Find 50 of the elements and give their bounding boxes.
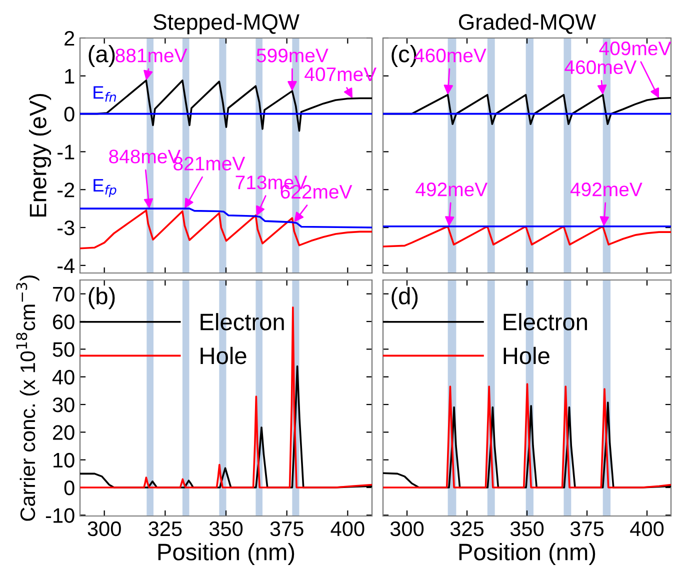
annotation: 407meV <box>304 67 376 82</box>
legend-label: Electron <box>504 313 587 330</box>
legend-label: Hole <box>504 346 550 364</box>
legend-label: Electron <box>200 313 284 330</box>
legend-label: Hole <box>200 346 246 364</box>
annotation: (a) <box>88 45 115 68</box>
annotation: 881meV <box>116 48 188 62</box>
annotation: 460meV <box>414 48 486 62</box>
x-tick-label: 350 <box>510 521 544 536</box>
x-tick-label: 400 <box>630 521 664 536</box>
x-tick-label: 400 <box>330 521 364 536</box>
y-tick-label: 10 <box>54 452 74 468</box>
y-tick-label: -4 <box>58 258 75 273</box>
x-axis-title: Position (nm) <box>158 543 294 566</box>
y-tick-label: 30 <box>52 398 74 412</box>
annotation: 460meV <box>564 60 637 74</box>
annotation: 599meV <box>256 48 328 62</box>
y-tick-label: 0 <box>64 106 74 122</box>
y-tick-label: 0 <box>64 480 74 496</box>
y-tick-label: 60 <box>53 314 74 330</box>
x-tick-label: 375 <box>570 521 604 536</box>
y-tick-label: 40 <box>52 370 74 385</box>
x-tick-label: 350 <box>209 521 243 536</box>
y-tick-label: 70 <box>53 286 74 302</box>
y-tick-label: 50 <box>52 342 74 357</box>
chart-title: Graded-MQW <box>458 14 596 34</box>
x-tick-label: 375 <box>270 521 304 536</box>
y-tick-label: -3 <box>58 220 74 236</box>
x-tick-label: 325 <box>148 521 182 536</box>
annotation: 409meV <box>599 42 672 56</box>
y-tick-label: -10 <box>46 508 74 523</box>
x-tick-label: 300 <box>88 521 121 536</box>
annotation: (c) <box>392 45 416 68</box>
y-tick-label: 20 <box>53 425 74 440</box>
annotation: 492meV <box>416 182 488 196</box>
y-tick-label: 1 <box>65 69 74 84</box>
y-axis-title: Carrier conc. (x 10$^{18}$cm$^{−3}$) <box>16 276 40 521</box>
x-tick-label: 325 <box>450 521 484 536</box>
annotation: (d) <box>392 287 418 310</box>
x-axis-title: Position (nm) <box>459 543 596 566</box>
y-tick-label: -2 <box>58 182 74 198</box>
y-tick-label: 2 <box>64 31 74 46</box>
series-label: E$_{fp}$ <box>94 179 116 198</box>
y-axis-title: Energy (eV) <box>29 94 52 217</box>
y-tick-label: -1 <box>58 144 74 160</box>
annotation: 492meV <box>570 182 642 196</box>
series-label: E$_{fn}$ <box>94 86 116 102</box>
annotation: (b) <box>88 287 115 310</box>
chart-title: Stepped-MQW <box>154 14 300 34</box>
x-tick-label: 300 <box>390 521 424 536</box>
